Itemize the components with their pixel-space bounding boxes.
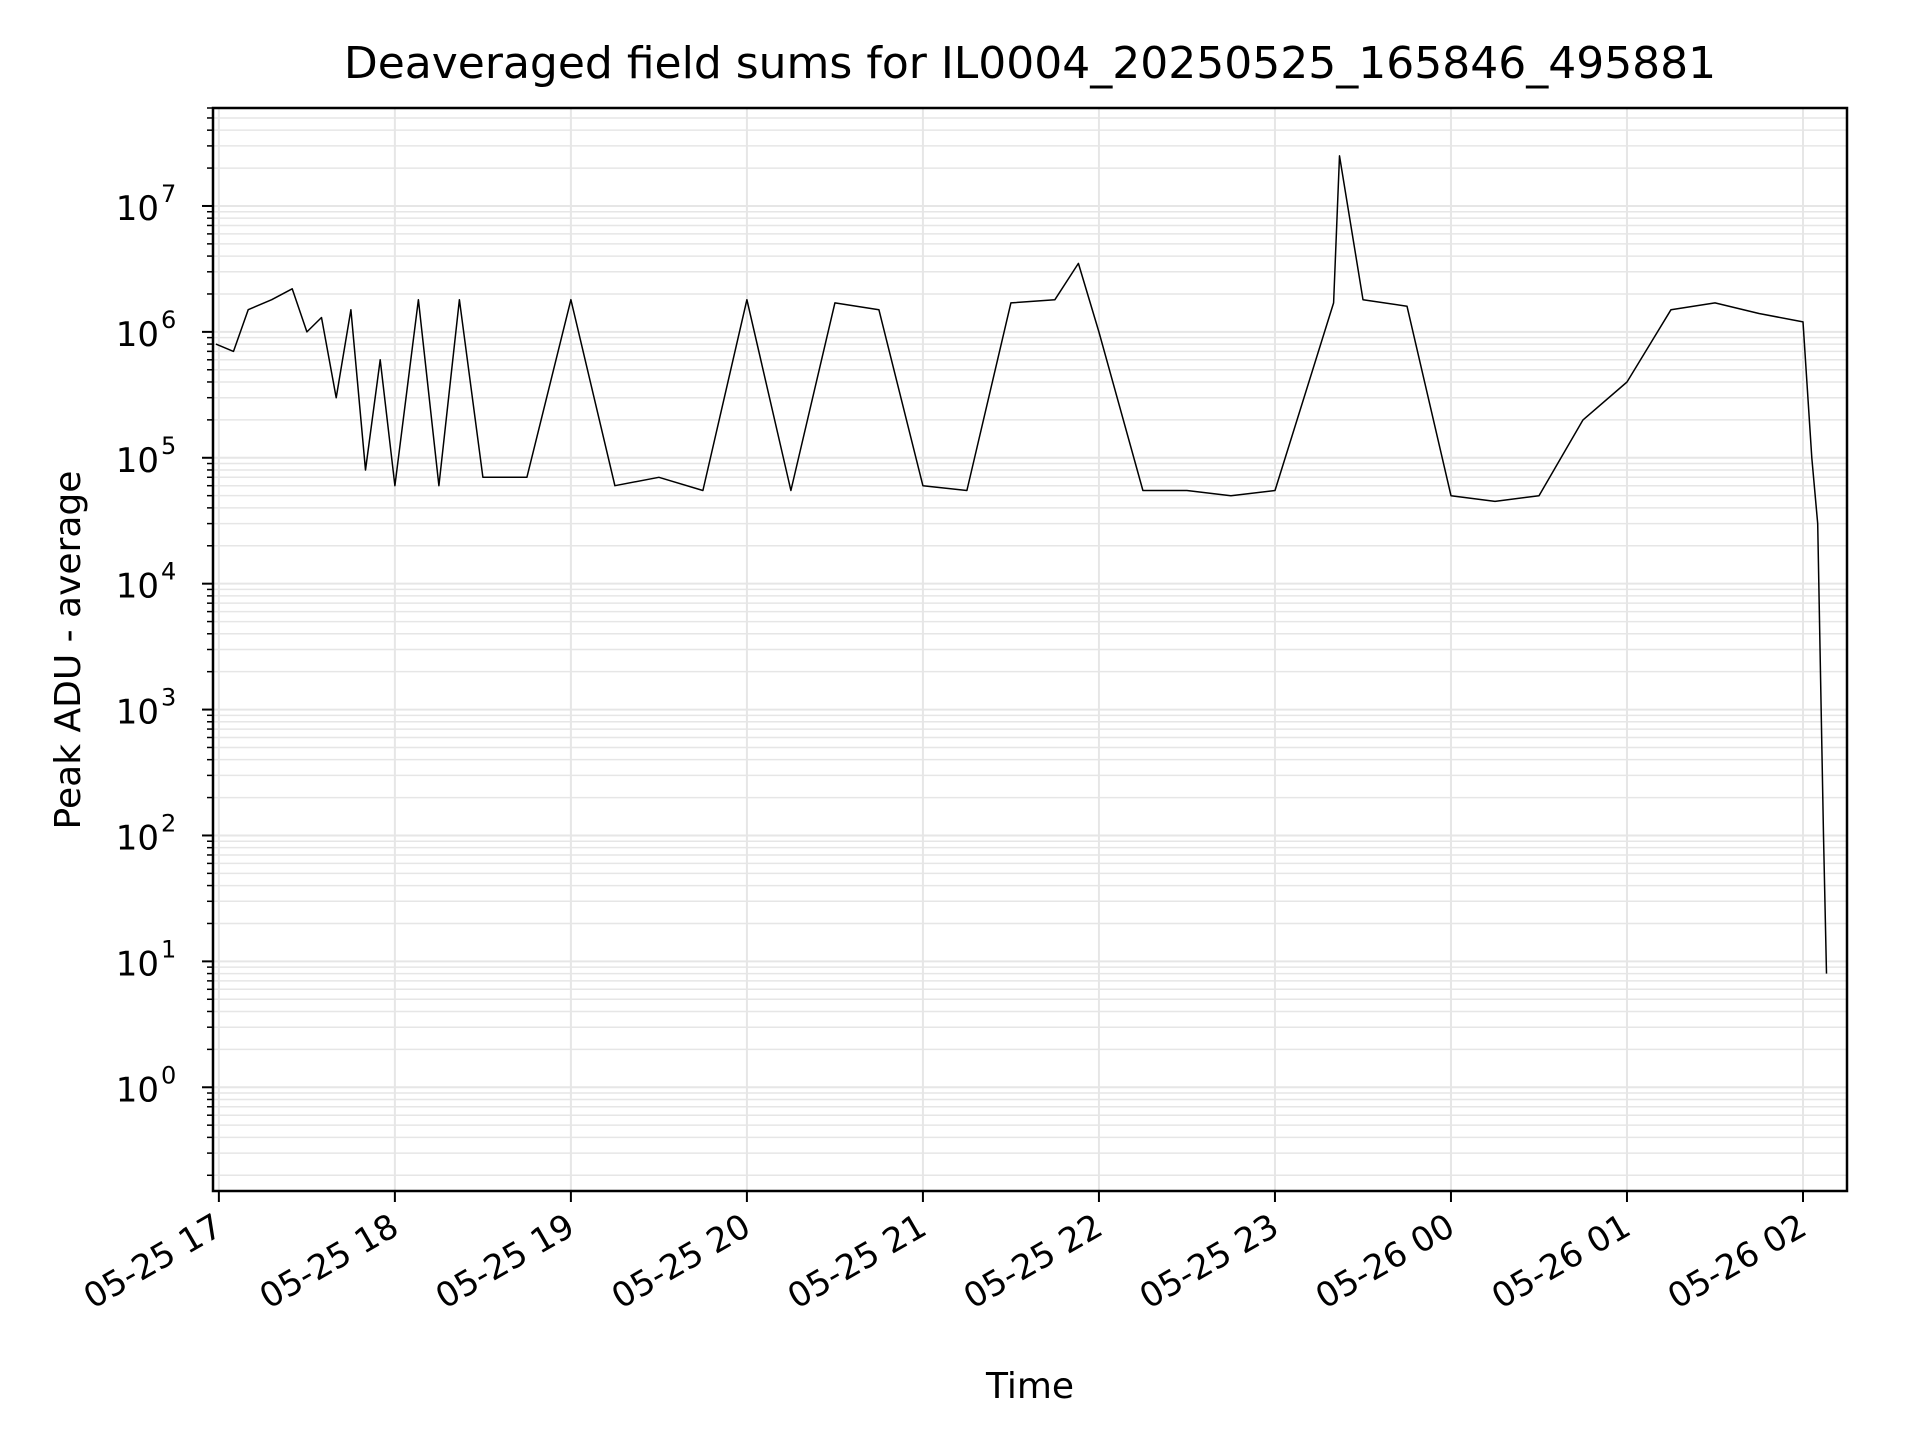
y-tick-label: 10 7 [116, 180, 177, 229]
y-tick-base: 10 [116, 693, 159, 733]
y-axis-label: Peak ADU - average [48, 471, 89, 830]
x-axis-label: Time [985, 1366, 1074, 1407]
y-tick-exponent: 7 [161, 180, 176, 208]
y-tick-exponent: 3 [161, 684, 176, 712]
y-tick-label: 10 4 [116, 558, 177, 607]
y-tick-label: 10 5 [116, 432, 177, 481]
y-tick-exponent: 0 [161, 1061, 176, 1089]
y-tick-base: 10 [116, 567, 159, 607]
y-tick-base: 10 [116, 818, 159, 858]
y-tick-label: 10 2 [116, 809, 177, 858]
y-tick-exponent: 1 [161, 935, 176, 963]
y-tick-exponent: 5 [161, 432, 176, 460]
y-tick-label: 10 3 [116, 684, 177, 733]
chart-title: Deaveraged field sums for IL0004_2025052… [344, 38, 1716, 89]
y-tick-label: 10 0 [116, 1061, 177, 1110]
y-tick-exponent: 6 [161, 306, 176, 334]
y-tick-base: 10 [116, 315, 159, 355]
y-tick-base: 10 [116, 944, 159, 984]
y-tick-exponent: 2 [161, 809, 176, 837]
y-tick-base: 10 [116, 1070, 159, 1110]
y-tick-label: 10 1 [116, 935, 177, 984]
y-tick-base: 10 [116, 189, 159, 229]
y-tick-base: 10 [116, 441, 159, 481]
series-layer [215, 155, 1828, 974]
grid [213, 107, 1847, 1191]
y-tick-label: 10 6 [116, 306, 177, 355]
y-tick-exponent: 4 [161, 558, 176, 586]
series-line [215, 155, 1828, 974]
